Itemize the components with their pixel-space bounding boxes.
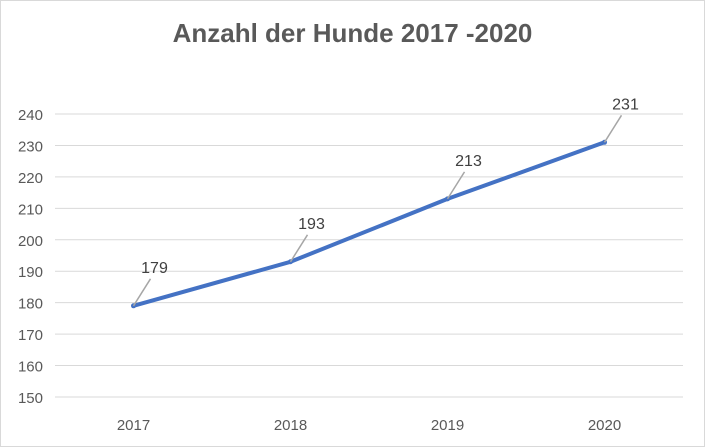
leader-line bbox=[603, 114, 623, 143]
y-tick-label: 210 bbox=[18, 201, 43, 218]
y-tick-label: 230 bbox=[18, 138, 43, 155]
y-tick-label: 200 bbox=[18, 233, 43, 250]
y-tick-label: 190 bbox=[18, 264, 43, 281]
x-tick-label: 2018 bbox=[274, 417, 307, 434]
data-label: 193 bbox=[298, 216, 325, 233]
series bbox=[131, 139, 607, 309]
y-tick-label: 150 bbox=[18, 390, 43, 407]
y-tick-label: 180 bbox=[18, 296, 43, 313]
leader-line bbox=[289, 234, 309, 263]
y-tick-label: 160 bbox=[18, 359, 43, 376]
gridlines bbox=[55, 113, 683, 398]
leader-line bbox=[132, 278, 152, 307]
y-tick-labels: 150 160 170 180 190 200 210 220 230 240 bbox=[18, 107, 43, 407]
x-tick-label: 2020 bbox=[588, 417, 621, 434]
data-labels: 179 193 213 231 bbox=[132, 96, 639, 307]
series-line bbox=[131, 140, 607, 308]
y-tick-label: 220 bbox=[18, 170, 43, 187]
y-tick-label: 170 bbox=[18, 327, 43, 344]
x-tick-label: 2017 bbox=[117, 417, 150, 434]
data-label: 179 bbox=[141, 260, 168, 277]
x-tick-labels: 2017 2018 2019 2020 bbox=[117, 417, 621, 434]
x-tick-label: 2019 bbox=[431, 417, 464, 434]
data-label: 213 bbox=[455, 153, 482, 170]
leader-line bbox=[446, 171, 466, 200]
chart-title: Anzahl der Hunde 2017 -2020 bbox=[172, 18, 533, 48]
data-label: 231 bbox=[612, 96, 639, 113]
y-tick-label: 240 bbox=[18, 107, 43, 124]
